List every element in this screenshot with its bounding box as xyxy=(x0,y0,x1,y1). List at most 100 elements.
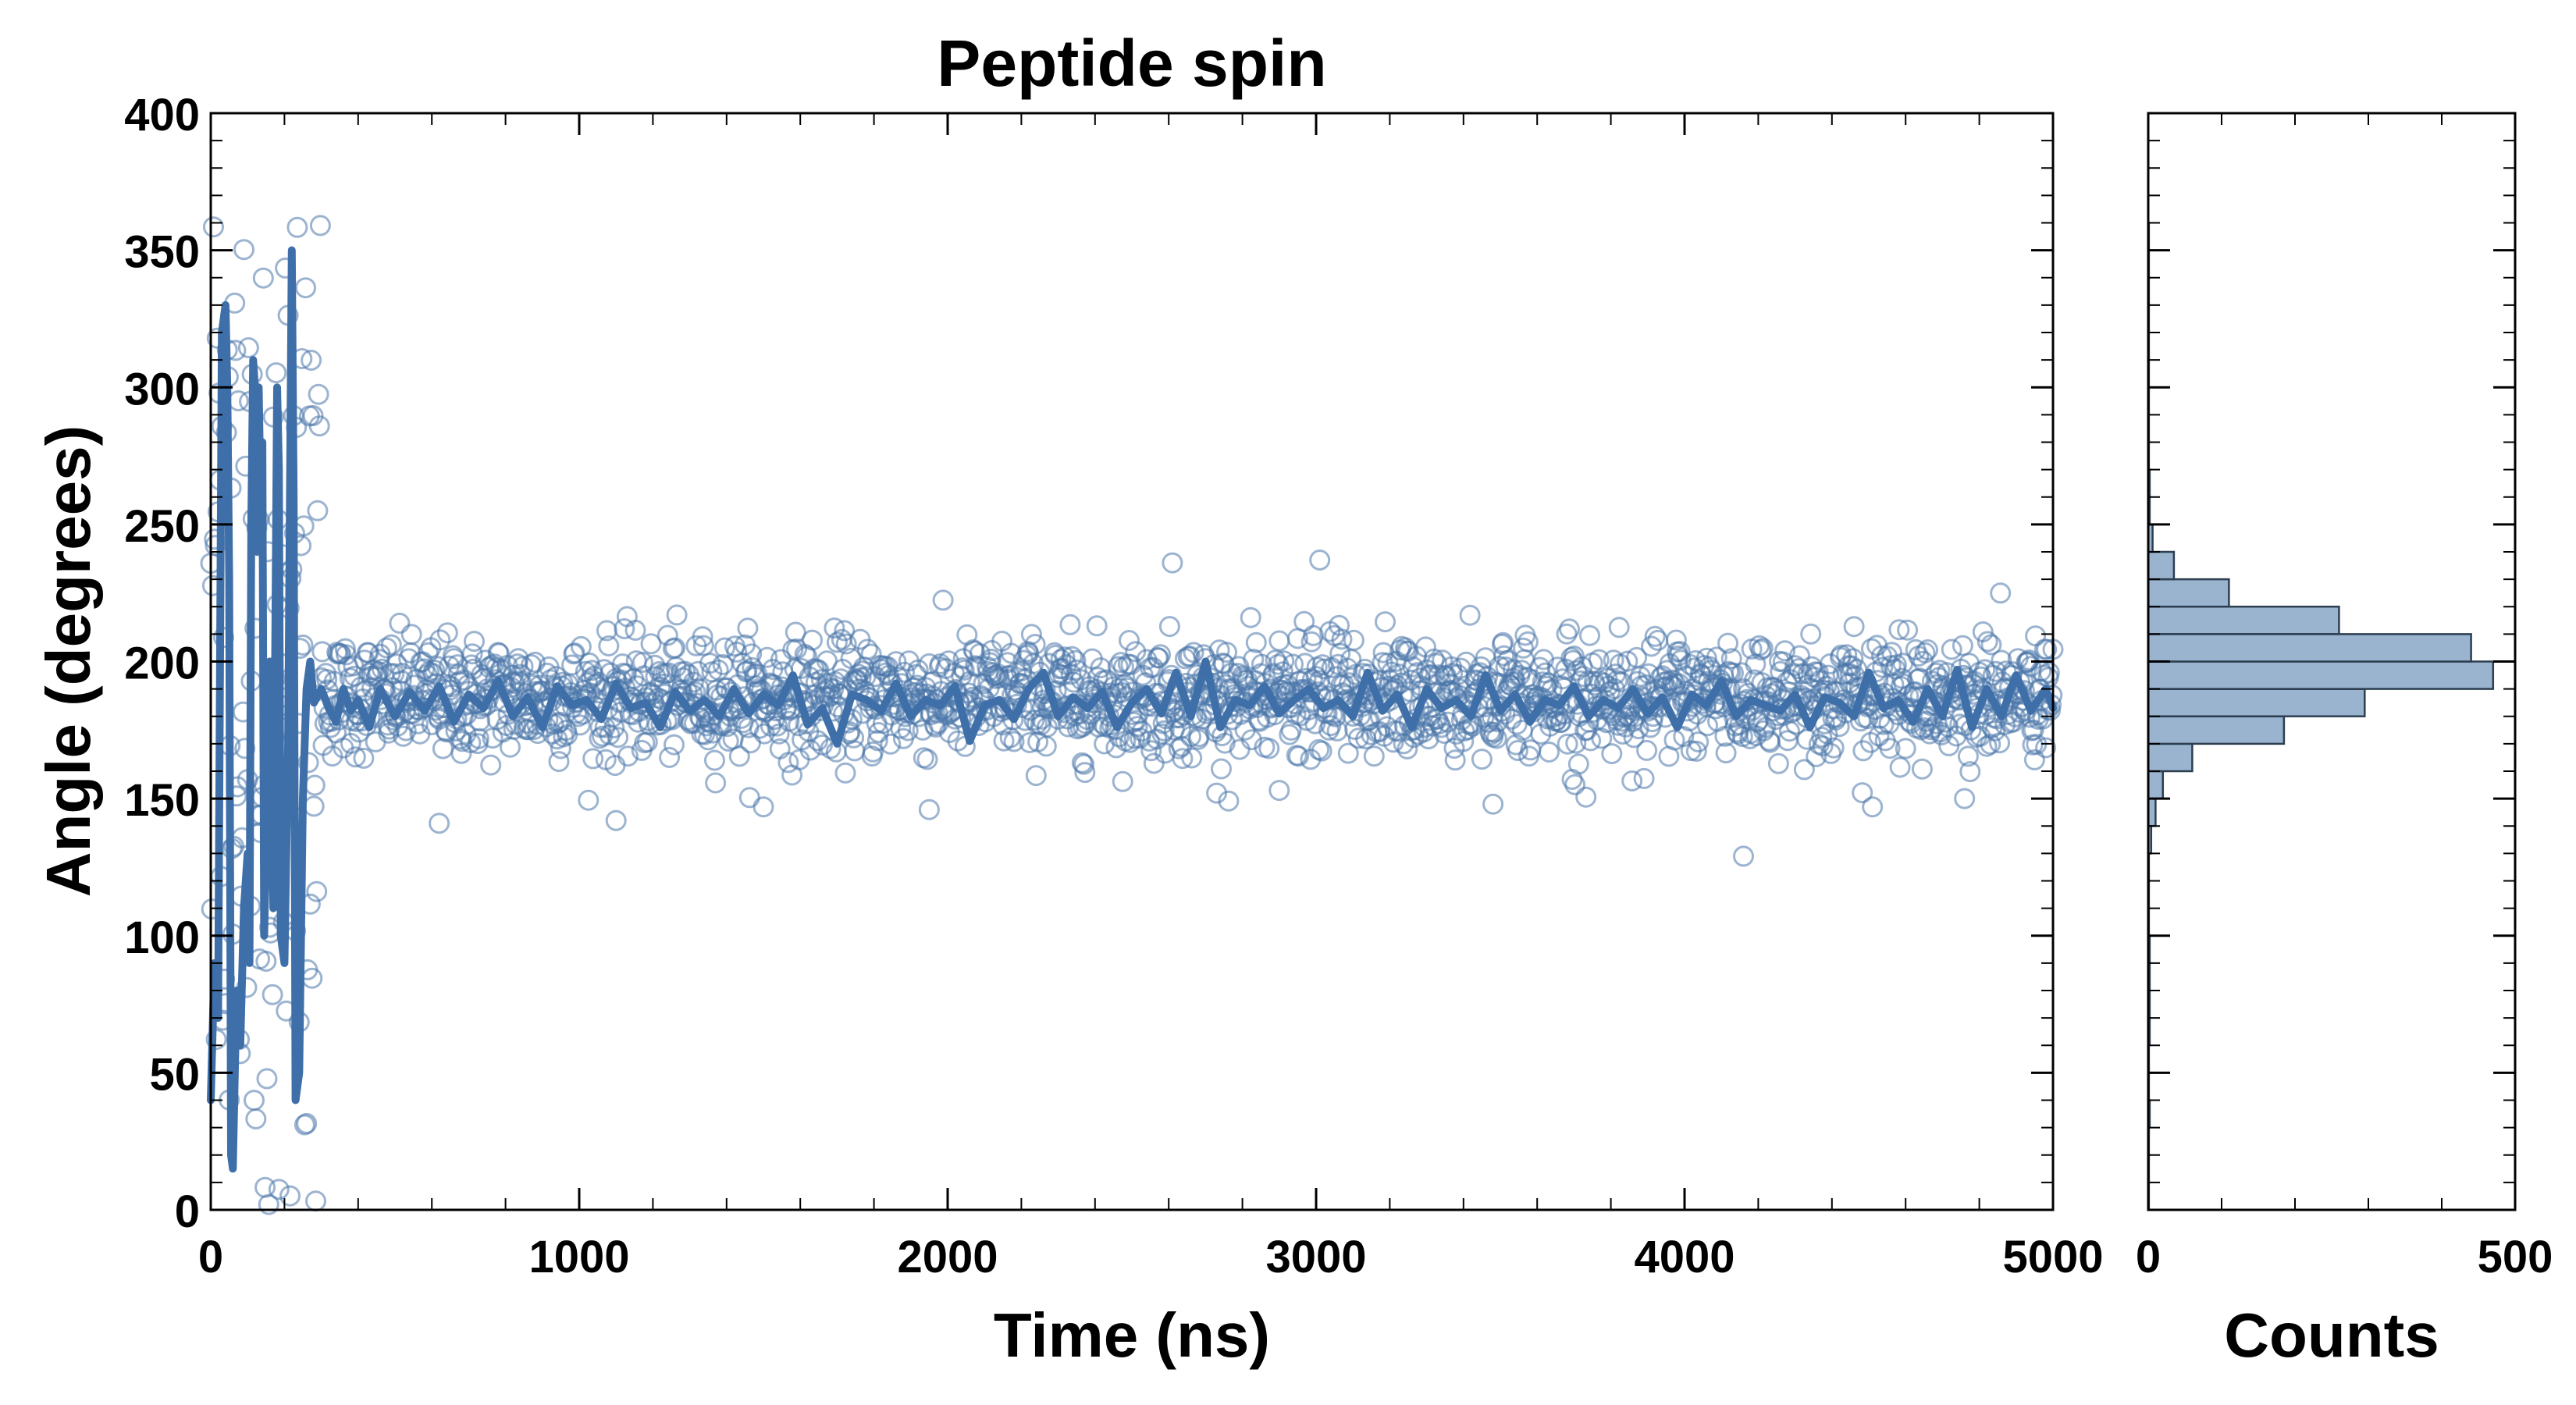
histogram-x-tick-label: 500 xyxy=(2478,1232,2553,1282)
scatter-point xyxy=(788,749,810,770)
scatter-point xyxy=(1774,640,1796,662)
scatter-point xyxy=(820,738,841,759)
scatter-point xyxy=(1459,604,1481,626)
scatter-point xyxy=(1959,761,1981,783)
x-tick-label: 0 xyxy=(198,1232,223,1282)
scatter-point xyxy=(436,622,458,644)
scatter-point xyxy=(307,500,329,521)
scatter-point xyxy=(1343,629,1364,651)
scatter-point xyxy=(1112,770,1133,792)
scatter-point xyxy=(785,621,806,643)
scatter-point xyxy=(429,629,451,651)
scatter-point xyxy=(1311,740,1332,762)
scatter-point xyxy=(1314,658,1336,680)
y-tick-label: 250 xyxy=(124,501,200,552)
scatter-point xyxy=(1268,630,1290,652)
scatter-point xyxy=(2036,638,2058,660)
scatter-point xyxy=(1539,742,1560,763)
scatter-point xyxy=(737,617,759,639)
scatter-point xyxy=(1911,758,1933,780)
scatter-point xyxy=(1179,646,1201,667)
scatter-point xyxy=(1309,550,1331,571)
scatter-point xyxy=(245,1108,267,1129)
scatter-point xyxy=(777,752,799,774)
scatter-point xyxy=(1985,660,2007,682)
scatter-point xyxy=(1669,641,1691,663)
scatter-point xyxy=(1119,630,1140,651)
scatter-point xyxy=(2035,737,2057,759)
scatter-point xyxy=(659,746,681,768)
scatter-point xyxy=(508,670,530,692)
scatter-point xyxy=(258,1193,279,1215)
scatter-series xyxy=(200,215,2064,1215)
histogram-bar xyxy=(2147,633,2472,663)
histogram-x-tick-label: 0 xyxy=(2136,1232,2161,1282)
scatter-point xyxy=(1377,652,1399,674)
scatter-point xyxy=(1952,635,1973,656)
histogram-axis-ticks: 0 500 xyxy=(2136,112,2553,1282)
scatter-point xyxy=(424,660,446,681)
scatter-point xyxy=(1444,749,1466,771)
scatter-point xyxy=(1143,752,1165,774)
scatter-point xyxy=(1663,729,1685,751)
scatter-point xyxy=(1641,635,1662,657)
scatter-point xyxy=(1216,642,1237,663)
x-tick-label: 1000 xyxy=(528,1232,629,1282)
scatter-point xyxy=(255,951,277,972)
scatter-point xyxy=(1954,788,1976,809)
scatter-point xyxy=(1050,649,1072,670)
scatter-point xyxy=(1471,749,1493,770)
scatter-point xyxy=(1517,631,1539,653)
scatter-point xyxy=(1897,619,1919,641)
scatter-point xyxy=(1610,671,1632,693)
scatter-point xyxy=(918,799,940,820)
scatter-point xyxy=(524,651,546,673)
scatter-point xyxy=(426,656,448,678)
scatter-point xyxy=(244,1090,265,1112)
scatter-point xyxy=(932,589,954,611)
main-axis-ticks: 0 1000 2000 3000 4000 5000 0 50 100 150 200 250 300 3… xyxy=(124,90,2103,1282)
scatter-point xyxy=(1715,742,1737,764)
scatter-point xyxy=(550,738,571,759)
scatter-point xyxy=(1485,727,1507,749)
scatter-point xyxy=(1941,638,1962,660)
scatter-point xyxy=(400,624,422,646)
scatter-point xyxy=(1250,663,1272,685)
scatter-point xyxy=(1059,614,1081,635)
scatter-point xyxy=(268,1179,290,1200)
scatter-point xyxy=(2025,625,2047,647)
scatter-point xyxy=(953,660,975,681)
scatter-point xyxy=(570,635,592,657)
scatter-point xyxy=(461,643,483,665)
scatter-point xyxy=(1580,730,1602,752)
scatter-point xyxy=(1019,732,1041,753)
scatter-point xyxy=(753,796,774,818)
scatter-point xyxy=(1421,664,1442,685)
scatter-point xyxy=(1685,740,1707,762)
scatter-point xyxy=(1327,653,1349,675)
scatter-point xyxy=(548,751,570,773)
scatter-point xyxy=(614,618,635,639)
histogram-bar xyxy=(2147,715,2286,745)
scatter-point xyxy=(1579,624,1600,646)
scatter-point xyxy=(1073,753,1095,775)
scatter-point xyxy=(1644,625,1666,647)
scatter-point xyxy=(1399,681,1421,702)
scatter-point xyxy=(1500,708,1522,730)
scatter-point xyxy=(1061,646,1083,667)
scatter-point xyxy=(1608,617,1630,638)
scatter-point xyxy=(632,652,653,673)
scatter-point xyxy=(664,734,685,756)
scatter-point xyxy=(265,362,287,384)
scatter-point xyxy=(1957,745,1979,767)
chart-title: Peptide spin xyxy=(937,27,1326,100)
scatter-point xyxy=(1706,646,1727,668)
scatter-point xyxy=(343,665,365,687)
line-series-path xyxy=(207,246,2057,1173)
scatter-point xyxy=(756,646,778,668)
scatter-point xyxy=(1828,716,1850,738)
scatter-point xyxy=(1575,786,1597,808)
scatter-point xyxy=(768,723,790,745)
scatter-point xyxy=(480,754,502,776)
scatter-point xyxy=(894,661,915,683)
